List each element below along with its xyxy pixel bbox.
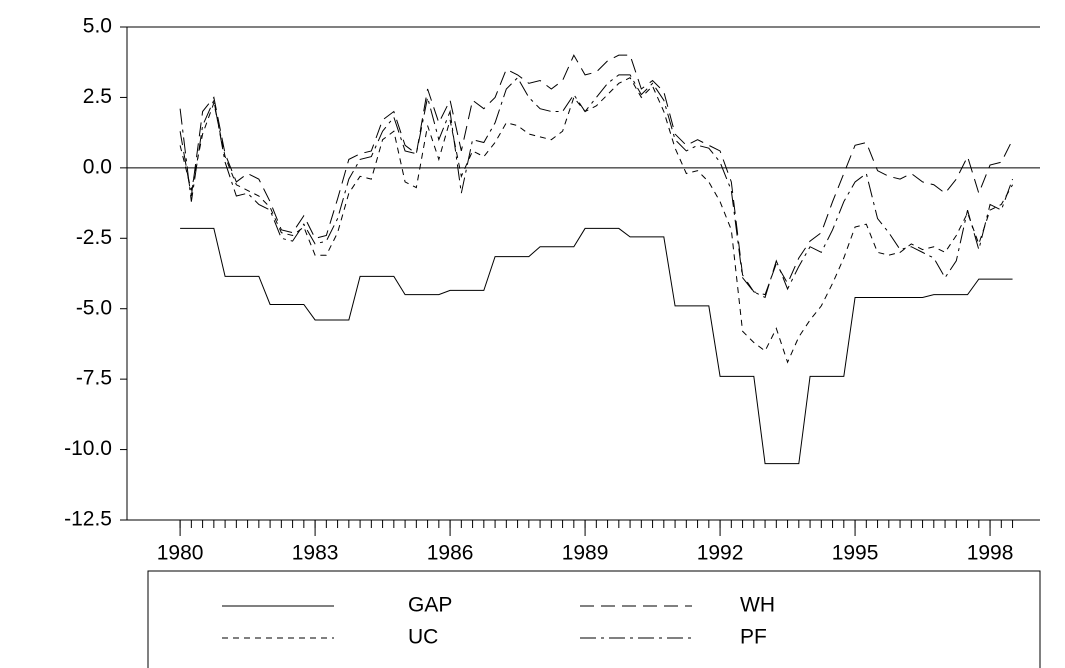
y-tick-label: -5.0 [76, 296, 112, 319]
y-tick-label: -12.5 [64, 508, 112, 531]
legend-label: WH [740, 594, 775, 617]
series-line [179, 74, 1014, 299]
series-line [180, 227, 1013, 465]
y-tick-label: -10.0 [64, 437, 112, 460]
y-tick-label: 5.0 [83, 15, 112, 38]
legend-label: PF [740, 626, 767, 649]
y-tick-label: -2.5 [76, 226, 112, 249]
legend-box [147, 570, 1041, 668]
x-tick-label: 1989 [562, 542, 609, 565]
x-tick-label: 1980 [157, 542, 204, 565]
x-tick-label: 1983 [292, 542, 339, 565]
series-line [179, 77, 1013, 364]
x-tick-label: 1998 [967, 542, 1014, 565]
y-tick-label: -7.5 [76, 367, 112, 390]
legend-label: GAP [408, 594, 452, 617]
x-tick-label: 1986 [427, 542, 474, 565]
x-tick-label: 1992 [697, 542, 744, 565]
y-tick-label: 2.5 [83, 85, 112, 108]
series-line [179, 54, 1013, 296]
legend-label: UC [408, 626, 438, 649]
x-tick-label: 1995 [832, 542, 879, 565]
y-tick-label: 0.0 [83, 155, 112, 178]
